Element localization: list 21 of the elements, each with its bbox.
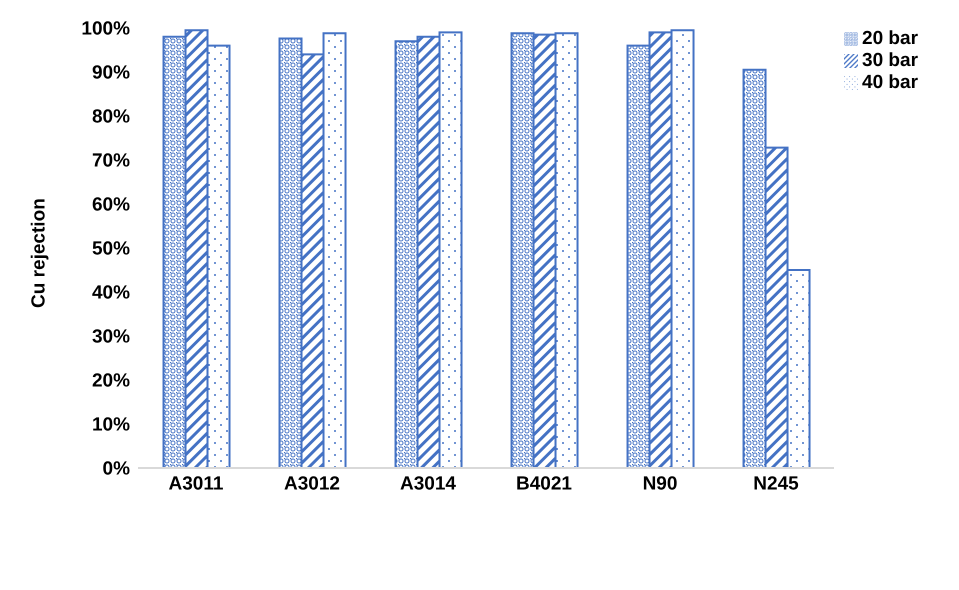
x-tick-label: A3012	[284, 473, 340, 494]
y-tick-label: 50%	[92, 238, 130, 260]
legend-label: 30 bar	[862, 50, 918, 71]
x-tick-label: B4021	[516, 473, 572, 494]
legend-label: 20 bar	[862, 28, 918, 49]
y-axis-title: Cu rejection	[28, 198, 50, 308]
y-tick-label: 30%	[92, 326, 130, 348]
x-tick-label: A3011	[168, 473, 224, 494]
x-tick-label: N90	[642, 473, 678, 494]
y-tick-label: 100%	[81, 18, 130, 40]
y-tick-label: 0%	[102, 458, 130, 480]
x-tick-label: A3014	[400, 473, 456, 494]
y-tick-label: 70%	[92, 150, 130, 172]
x-tick-label: N245	[753, 473, 800, 494]
y-tick-label: 60%	[92, 194, 130, 216]
y-tick-label: 80%	[92, 106, 130, 128]
y-tick-label: 10%	[92, 414, 130, 436]
y-tick-label: 90%	[92, 62, 130, 84]
y-tick-label: 40%	[92, 282, 130, 304]
y-tick-label: 20%	[92, 370, 130, 392]
legend-label: 40 bar	[862, 72, 918, 93]
